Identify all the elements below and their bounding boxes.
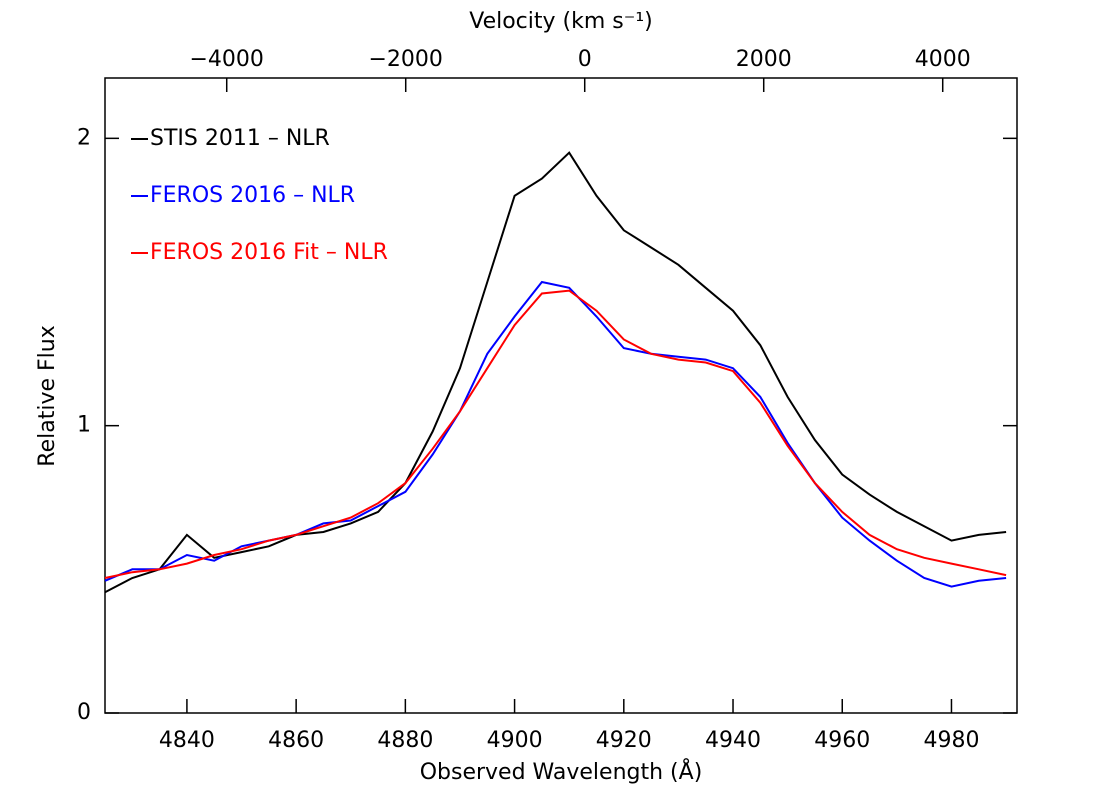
series-line <box>104 289 1007 579</box>
y-tick-label: 2 <box>77 125 91 150</box>
x-tick-label: 4900 <box>487 728 543 753</box>
x-tick-label: 4880 <box>377 728 433 753</box>
x2-tick-label: 4000 <box>915 47 971 72</box>
y-tick-label: 1 <box>77 413 91 438</box>
x-tick-label: 4920 <box>596 728 652 753</box>
y-axis-label: Relative Flux <box>35 325 60 466</box>
x-tick-label: 4960 <box>814 728 870 753</box>
x2-tick-label: −2000 <box>369 47 443 72</box>
series-line <box>104 280 1007 588</box>
x-tick-label: 4980 <box>923 728 979 753</box>
plot-frame <box>104 77 1018 714</box>
x-tick-label: 4860 <box>268 728 324 753</box>
x2-tick-label: 2000 <box>736 47 792 72</box>
legend-label: FEROS 2016 – NLR <box>150 183 355 208</box>
x-tick-label: 4840 <box>159 728 215 753</box>
y-tick-label: 0 <box>77 700 91 725</box>
legend-label: FEROS 2016 Fit – NLR <box>150 240 388 265</box>
x2-tick-label: 0 <box>578 47 592 72</box>
legend-label: STIS 2011 – NLR <box>150 126 330 151</box>
x-axis-label: Observed Wavelength (Å) <box>420 758 703 785</box>
series-line <box>104 151 1007 594</box>
x-tick-label: 4940 <box>705 728 761 753</box>
x2-tick-label: −4000 <box>190 47 264 72</box>
x2-axis-label: Velocity (km s⁻¹) <box>469 9 653 34</box>
